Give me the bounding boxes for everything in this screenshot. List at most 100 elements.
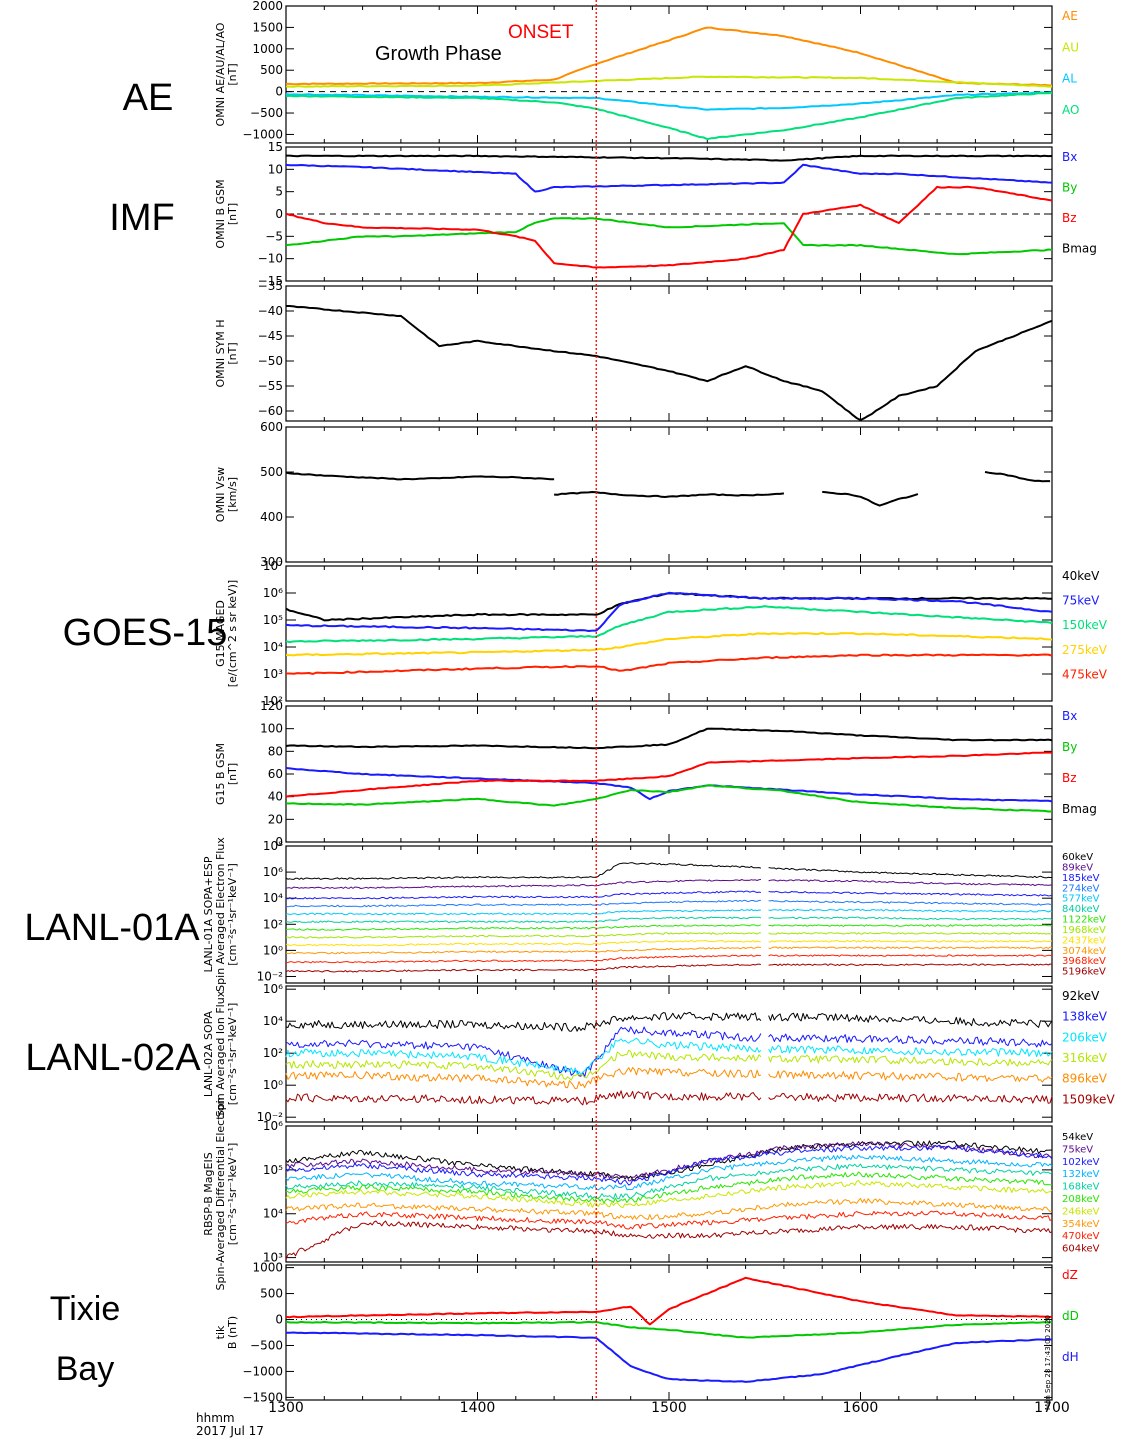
station-label: Tixie — [50, 1290, 121, 1328]
panel-frame — [285, 565, 1053, 702]
panel-10: 1000 500 0 −500 −1000 −1500 tik B (nT) dZ dD dH — [214, 1261, 1079, 1405]
y-tick-label: 500 — [260, 465, 283, 479]
panel-7: 10⁸ 10⁶ 10⁴ 10² 10⁰ 10⁻² LANL-01A SOPA+ESP Spin… — [202, 837, 1106, 992]
legend-206kev: 206keV — [1062, 1030, 1108, 1044]
station-label: GOES-15 — [63, 612, 228, 654]
legend-168kev: 168keV — [1062, 1182, 1100, 1193]
legend-ae: AE — [1062, 9, 1078, 23]
series-102kev — [285, 1144, 1053, 1186]
series-ao — [285, 91, 1053, 141]
y-tick-label: 10⁵ — [263, 613, 283, 627]
panel-frame — [285, 5, 1053, 144]
series-1968kev — [286, 932, 1053, 939]
station-labels-group: AE IMF GOES-15 LANL-01A LANL-02A Tixie Bay — [24, 77, 227, 1388]
series-segment — [984, 471, 1051, 483]
series-75kev — [285, 591, 1053, 632]
y-tick-label: 10³ — [263, 667, 283, 681]
y-tick-label: −55 — [258, 379, 283, 393]
series-dh — [285, 1331, 1053, 1383]
legend-bx: Bx — [1062, 709, 1077, 723]
legend-dh: dH — [1062, 1350, 1079, 1364]
y-tick-label: 10⁴ — [263, 1207, 283, 1221]
x-tick-label: 1300 — [268, 1400, 304, 1416]
y-tick-label: 10³ — [263, 1251, 283, 1265]
y-axis-label: [cm⁻²s⁻¹sr⁻¹keV⁻¹] — [226, 863, 239, 965]
y-tick-label: 400 — [260, 510, 283, 524]
series-60kev — [285, 862, 1052, 880]
series-316kev — [285, 1049, 1053, 1081]
panel-3: −35 −40 −45 −50 −55 −60 OMNI SYM H [nT] — [214, 279, 1053, 422]
legend-3968kev: 3968keV — [1062, 956, 1106, 967]
y-tick-label: 1000 — [252, 42, 283, 56]
y-axis-label: LANL-01A SOPA+ESP — [202, 856, 215, 972]
series-bz — [285, 185, 1053, 269]
series-bx — [285, 767, 1053, 803]
station-label: Bay — [56, 1350, 115, 1388]
series-470kev — [285, 1210, 1053, 1230]
series-577kev — [285, 908, 1053, 916]
series-segment — [822, 490, 919, 507]
y-tick-label: 500 — [260, 63, 283, 77]
y-axis-label: Spin-Averaged Differential Electron — [214, 1097, 227, 1290]
y-axis-label: [cm⁻²s⁻¹sr⁻¹keV⁻¹] — [226, 1003, 239, 1105]
panel-9: 10⁶ 10⁵ 10⁴ 10³ RBSP-B MagEIS Spin-Averaged D… — [202, 1097, 1100, 1290]
panel-frame — [285, 426, 1053, 563]
time-axis-label-hhmm: hhmm — [196, 1411, 235, 1425]
series-208kev — [285, 1171, 1053, 1204]
y-tick-label: −45 — [258, 329, 283, 343]
legend-354kev: 354keV — [1062, 1219, 1100, 1230]
y-tick-label: 20 — [268, 812, 283, 826]
legend-54kev: 54keV — [1062, 1132, 1093, 1143]
y-tick-label: 1000 — [252, 1261, 283, 1275]
y-axis-label: [nT] — [226, 63, 239, 85]
legend-132kev: 132keV — [1062, 1169, 1100, 1180]
series-line — [286, 305, 1053, 421]
y-tick-label: −35 — [258, 279, 283, 293]
y-axis-label: [km/s] — [226, 477, 239, 512]
series-segment — [554, 491, 785, 498]
legend-bx: Bx — [1062, 150, 1077, 164]
series-89kev — [285, 878, 1053, 889]
series-2437kev — [285, 940, 1053, 947]
y-tick-label: 40 — [268, 790, 283, 804]
series-75kev — [285, 1141, 1053, 1182]
y-tick-label: −500 — [250, 106, 283, 120]
series-3968kev — [285, 954, 1053, 964]
x-tick-label: 1600 — [843, 1400, 879, 1416]
y-tick-label: 10² — [263, 694, 283, 708]
y-tick-label: −500 — [250, 1338, 283, 1352]
legend-316kev: 316keV — [1062, 1051, 1108, 1065]
y-axis-label: OMNI B GSM — [214, 179, 227, 248]
series-au — [285, 75, 1053, 88]
y-tick-label: 5 — [275, 185, 283, 199]
onset-label: ONSET — [508, 22, 574, 43]
panel-frame — [285, 705, 1053, 843]
legend-dz: dZ — [1062, 1268, 1078, 1282]
y-tick-label: 15 — [268, 140, 283, 154]
series-bmag — [286, 154, 1053, 162]
legend-1968kev: 1968keV — [1062, 925, 1106, 936]
series-275kev — [286, 632, 1053, 657]
series-by — [285, 784, 1052, 813]
x-tick-label: 1400 — [460, 1400, 496, 1416]
y-tick-label: 10⁶ — [263, 865, 283, 879]
y-tick-label: 0 — [275, 207, 283, 221]
panel-frame — [285, 845, 1053, 984]
series-896kev — [285, 1066, 1053, 1090]
y-tick-label: 0 — [275, 835, 283, 849]
y-axis-label: OMNI Vsw — [214, 467, 227, 522]
legend-208kev: 208keV — [1062, 1194, 1100, 1205]
legend-577kev: 577keV — [1062, 894, 1100, 905]
side-timestamp: Mon Sep 28 17:43:00 2020 — [1044, 1315, 1052, 1410]
series-dz — [285, 1276, 1053, 1326]
series-150kev — [285, 605, 1053, 644]
legend-92kev: 92keV — [1062, 989, 1100, 1003]
panel-8: 10⁶ 10⁴ 10² 10⁰ 10⁻² LANL-02A SOPA Spin Averag… — [202, 982, 1115, 1124]
legend-5196kev: 5196keV — [1062, 967, 1106, 978]
legend-bz: Bz — [1062, 771, 1077, 785]
series-274kev — [285, 899, 1052, 908]
series-5196kev — [285, 963, 1053, 973]
y-axis-label: G15 B GSM — [214, 743, 227, 805]
legend-150kev: 150keV — [1062, 618, 1108, 632]
